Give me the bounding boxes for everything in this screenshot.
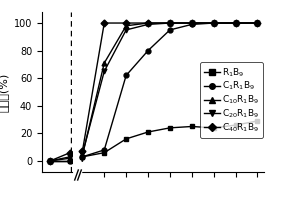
Legend: R$_1$B$_9$, C$_1$R$_1$B$_9$, C$_{10}$R$_1$B$_9$, C$_{20}$R$_1$B$_9$, C$_{40}$R$_: R$_1$B$_9$, C$_1$R$_1$B$_9$, C$_{10}$R$_… [200, 62, 263, 138]
Y-axis label: 去除率(%): 去除率(%) [0, 72, 8, 112]
